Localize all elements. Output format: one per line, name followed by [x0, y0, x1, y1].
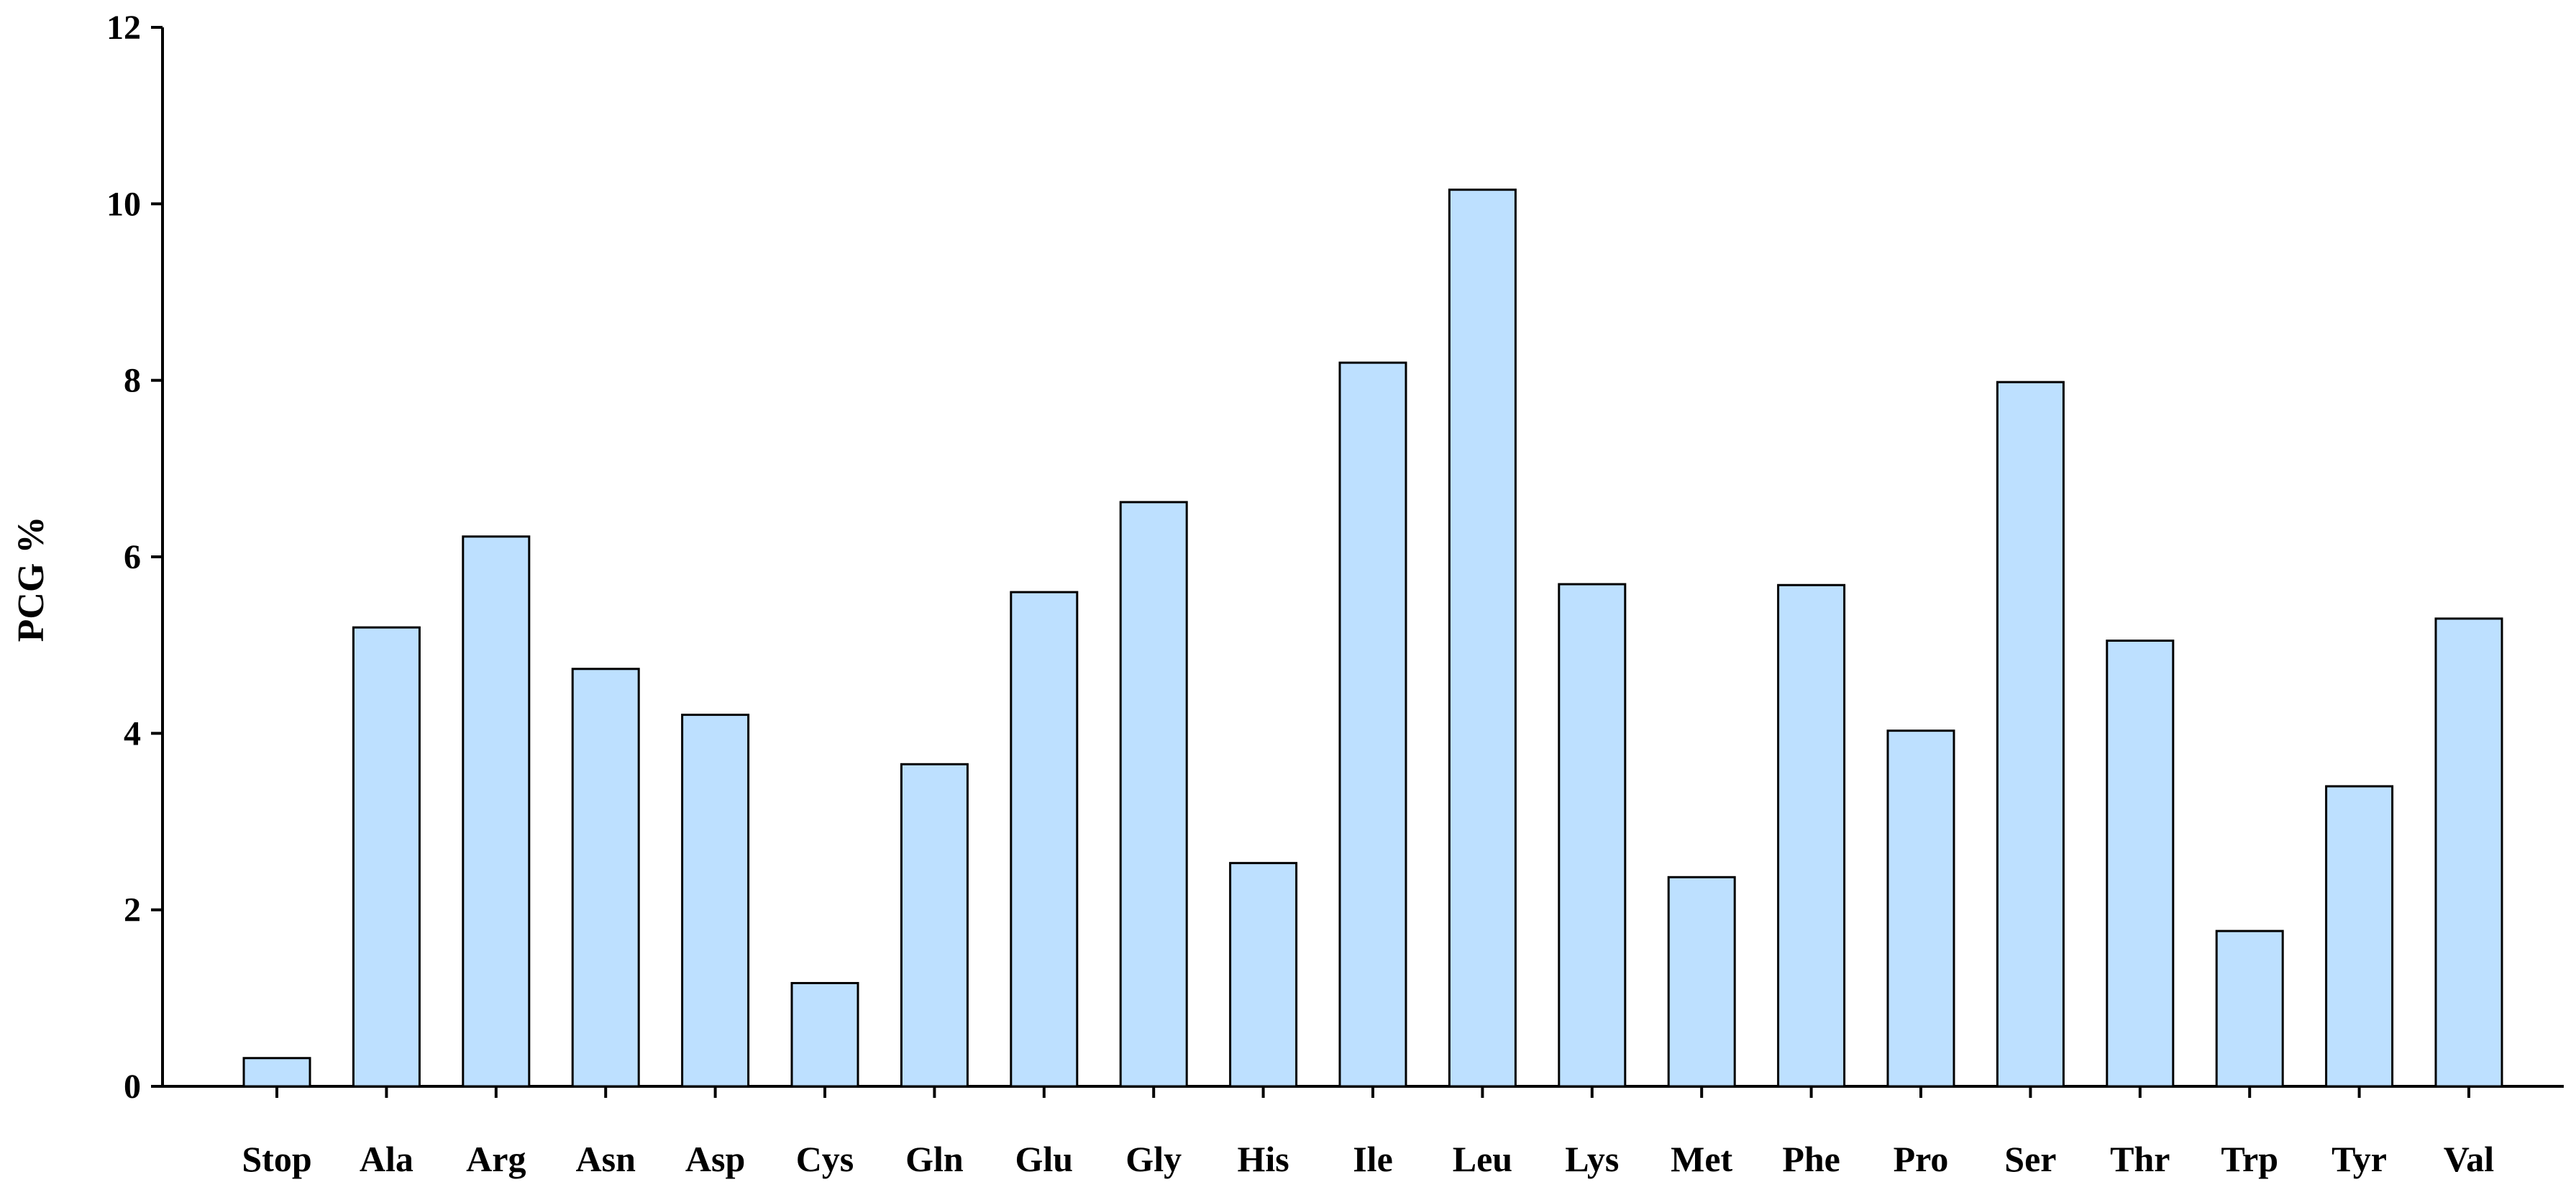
x-tick-label-asn: Asn	[576, 1139, 636, 1179]
bar-tyr	[2325, 785, 2394, 1088]
bar-gln	[900, 763, 969, 1088]
x-tick-label-leu: Leu	[1453, 1139, 1512, 1179]
x-tick-label-tyr: Tyr	[2331, 1139, 2387, 1179]
bar-ser	[1996, 381, 2065, 1088]
x-tick-label-asp: Asp	[685, 1139, 745, 1179]
x-tick-label-glu: Glu	[1015, 1139, 1074, 1179]
bar-ile	[1338, 361, 1407, 1088]
x-tick-label-trp: Trp	[2221, 1139, 2278, 1179]
y-axis-ticks: 0 2 4 6 8 10 12	[106, 9, 163, 1106]
x-tick-label-stop: Stop	[242, 1139, 311, 1179]
bar-asp	[681, 714, 750, 1088]
y-tick-label: 8	[124, 362, 141, 400]
x-tick-label-thr: Thr	[2110, 1139, 2170, 1179]
x-tick-label-val: Val	[2444, 1139, 2495, 1179]
bar-lys	[1558, 583, 1627, 1088]
y-axis-title: PCG %	[11, 517, 52, 642]
x-tick-label-ala: Ala	[360, 1139, 414, 1179]
bar-stop	[242, 1057, 311, 1088]
bar-ala	[352, 626, 421, 1088]
bar-his	[1229, 862, 1298, 1088]
bar-leu	[1448, 188, 1517, 1088]
x-axis-labels: Stop Ala Arg Asn Asp Cys Gln Glu Gly His Ile Leu Lys…	[242, 1086, 2494, 1179]
bar-trp	[2215, 929, 2284, 1088]
bar-arg	[462, 535, 531, 1088]
y-tick-label: 6	[124, 538, 141, 576]
y-tick-label: 2	[124, 891, 141, 929]
x-tick-label-arg: Arg	[466, 1139, 526, 1179]
bar-pro	[1886, 729, 1955, 1088]
bar-cys	[790, 981, 859, 1088]
bar-val	[2434, 617, 2503, 1088]
x-tick-label-gln: Gln	[905, 1139, 964, 1179]
x-tick-label-cys: Cys	[796, 1139, 854, 1179]
x-tick-label-lys: Lys	[1565, 1139, 1619, 1179]
x-tick-label-met: Met	[1671, 1139, 1732, 1179]
bar-asn	[571, 668, 640, 1088]
x-tick-label-gly: Gly	[1125, 1139, 1182, 1179]
x-tick-label-phe: Phe	[1782, 1139, 1840, 1179]
y-tick-label: 0	[124, 1068, 141, 1106]
x-tick-label-pro: Pro	[1894, 1139, 1949, 1179]
bars	[242, 188, 2503, 1088]
y-tick-label: 10	[106, 185, 141, 223]
bar-thr	[2106, 640, 2175, 1088]
bar-gly	[1119, 501, 1188, 1088]
y-tick-label: 4	[124, 714, 141, 753]
bar-glu	[1010, 591, 1079, 1088]
x-tick-label-his: His	[1237, 1139, 1289, 1179]
x-tick-label-ile: Ile	[1353, 1139, 1393, 1179]
bar-met	[1667, 876, 1736, 1088]
y-tick-label: 12	[106, 9, 141, 47]
x-tick-label-ser: Ser	[2004, 1139, 2056, 1179]
bar-phe	[1777, 583, 1846, 1088]
